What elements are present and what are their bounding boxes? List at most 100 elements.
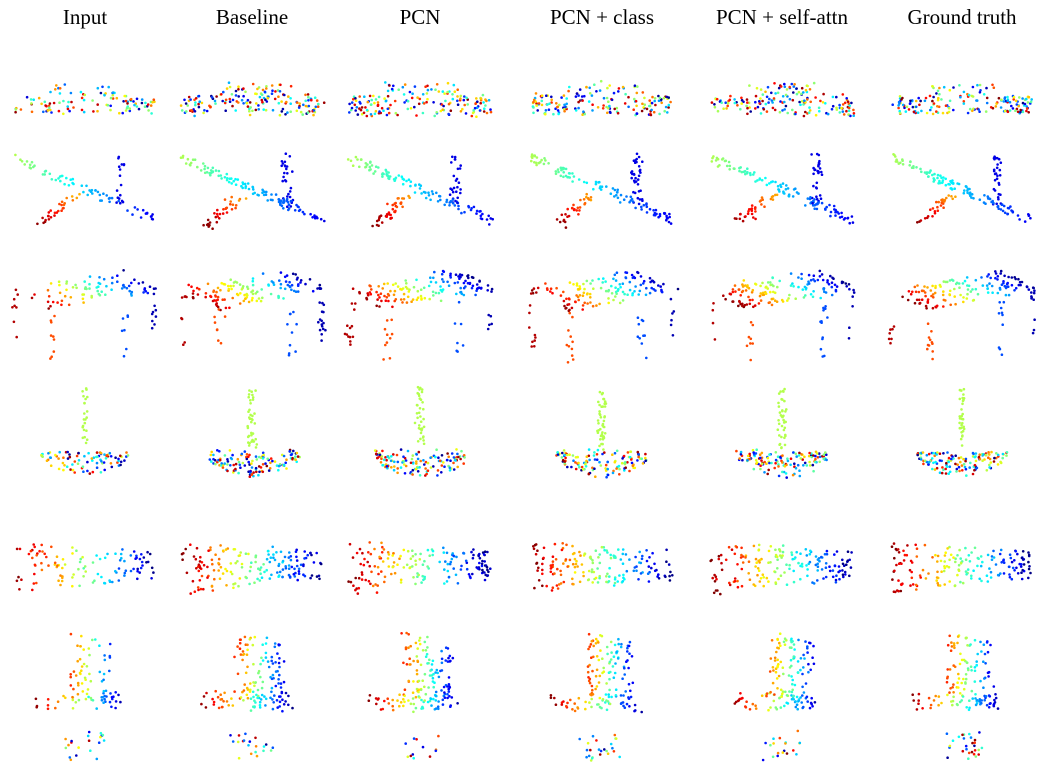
- point: [781, 109, 784, 112]
- point: [247, 553, 250, 556]
- point: [821, 202, 824, 205]
- point: [538, 579, 541, 582]
- point: [838, 565, 841, 568]
- point: [637, 451, 640, 454]
- point: [752, 289, 755, 292]
- point: [418, 451, 421, 454]
- point: [560, 294, 563, 297]
- point: [770, 545, 773, 548]
- point: [475, 115, 478, 118]
- point: [1010, 557, 1013, 560]
- point: [47, 289, 50, 292]
- point: [1007, 276, 1010, 279]
- point: [597, 422, 600, 425]
- point: [713, 103, 716, 106]
- point: [230, 182, 233, 185]
- point: [133, 550, 136, 553]
- point: [110, 706, 113, 709]
- point: [959, 389, 962, 392]
- point: [396, 206, 399, 209]
- point: [359, 548, 362, 551]
- point: [393, 202, 396, 205]
- point: [235, 90, 238, 93]
- point: [421, 391, 424, 394]
- point: [1018, 563, 1021, 566]
- point: [90, 680, 93, 683]
- point: [642, 106, 645, 109]
- point: [84, 565, 87, 568]
- point: [622, 291, 625, 294]
- point: [285, 467, 288, 470]
- point: [1006, 213, 1009, 216]
- point: [812, 290, 815, 293]
- point: [130, 282, 133, 285]
- point: [902, 163, 905, 166]
- point: [248, 301, 251, 304]
- point: [416, 404, 419, 407]
- point: [1022, 102, 1025, 105]
- point: [455, 448, 458, 451]
- point: [238, 757, 241, 760]
- point: [133, 278, 136, 281]
- point: [628, 558, 631, 561]
- point: [456, 202, 459, 205]
- point: [422, 439, 425, 442]
- point: [111, 282, 114, 285]
- point: [432, 291, 435, 294]
- point: [449, 466, 452, 469]
- point: [70, 92, 73, 95]
- point: [819, 275, 822, 278]
- point: [597, 419, 600, 422]
- point: [991, 285, 994, 288]
- point: [429, 199, 432, 202]
- point: [358, 587, 361, 590]
- point: [136, 578, 139, 581]
- point: [400, 579, 403, 582]
- point: [416, 572, 419, 575]
- point: [486, 566, 489, 569]
- point: [251, 466, 254, 469]
- point: [82, 191, 85, 194]
- point: [985, 110, 988, 113]
- point: [103, 582, 106, 585]
- point: [925, 307, 928, 310]
- point: [781, 461, 784, 464]
- point: [922, 451, 925, 454]
- point: [96, 451, 99, 454]
- point: [762, 576, 765, 579]
- point: [921, 289, 924, 292]
- point: [963, 100, 966, 103]
- point: [226, 173, 229, 176]
- point: [146, 551, 149, 554]
- point: [566, 565, 569, 568]
- point: [712, 302, 715, 305]
- point: [486, 289, 489, 292]
- point: [244, 183, 247, 186]
- point: [411, 97, 414, 100]
- point: [286, 172, 289, 175]
- column-header: Ground truth: [907, 5, 1017, 29]
- point: [628, 470, 631, 473]
- point: [845, 563, 848, 566]
- point: [824, 102, 827, 105]
- point: [891, 103, 894, 106]
- point: [791, 554, 794, 557]
- point: [893, 590, 896, 593]
- point: [936, 305, 939, 308]
- point: [381, 551, 384, 554]
- point: [275, 551, 278, 554]
- point: [266, 458, 269, 461]
- point: [284, 462, 287, 465]
- point: [31, 297, 34, 300]
- point: [50, 464, 53, 467]
- point: [368, 284, 371, 287]
- point: [572, 563, 575, 566]
- point: [242, 87, 245, 90]
- point: [785, 184, 788, 187]
- point: [192, 292, 195, 295]
- point: [923, 285, 926, 288]
- point: [49, 305, 52, 308]
- point: [288, 567, 291, 570]
- point: [182, 155, 185, 158]
- point: [282, 176, 285, 179]
